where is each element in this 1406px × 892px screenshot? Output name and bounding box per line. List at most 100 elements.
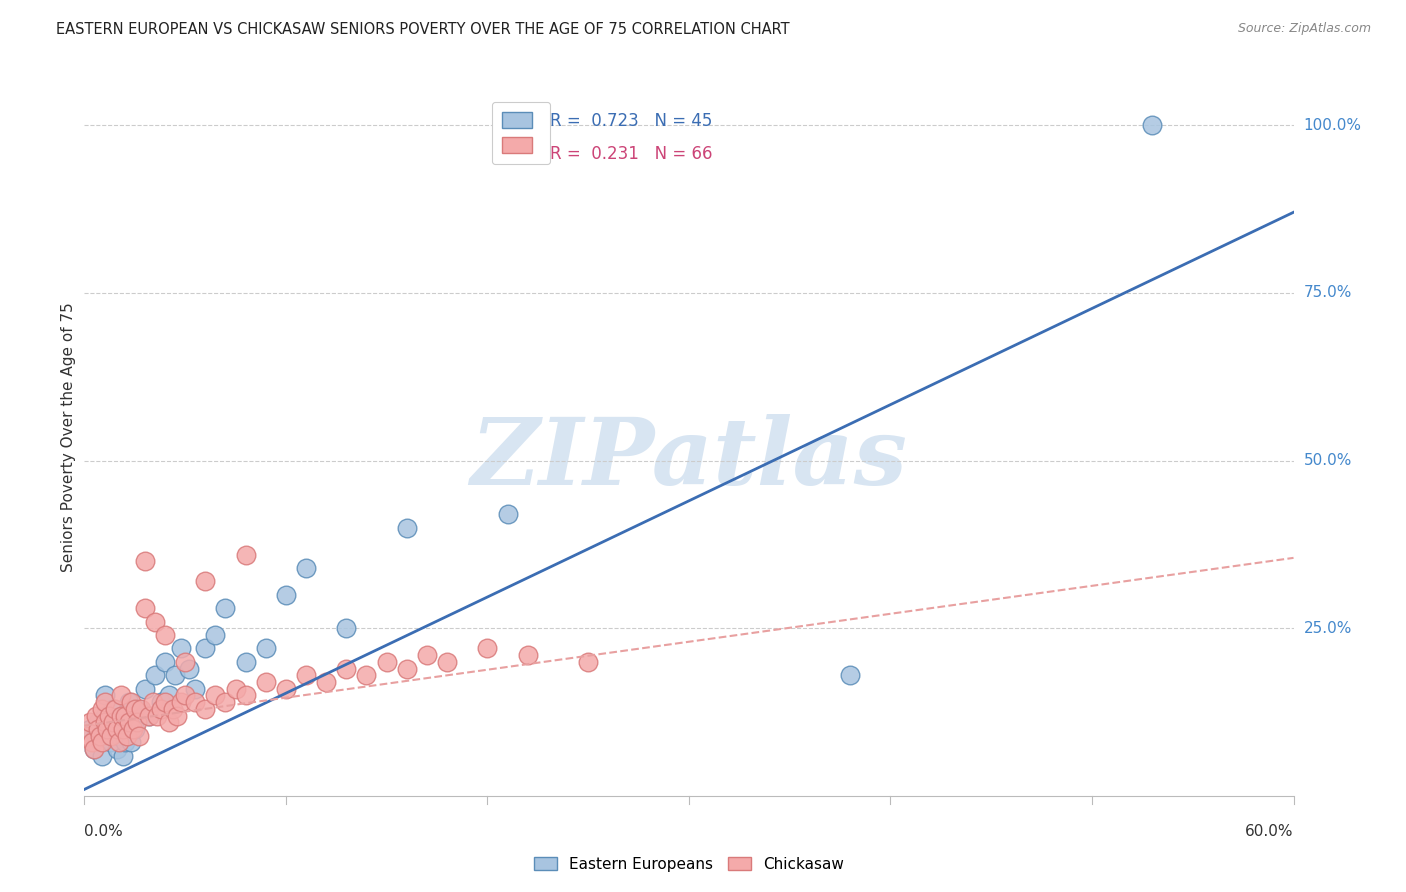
Point	[114, 708, 136, 723]
Legend: Eastern Europeans, Chickasaw: Eastern Europeans, Chickasaw	[527, 851, 851, 878]
Point	[335, 621, 357, 635]
Point	[839, 668, 862, 682]
Point	[170, 695, 193, 709]
Point	[111, 722, 134, 736]
Point	[107, 729, 129, 743]
Point	[274, 588, 297, 602]
Point	[214, 601, 236, 615]
Point	[79, 722, 101, 736]
Point	[120, 695, 142, 709]
Point	[335, 662, 357, 676]
Point	[83, 742, 105, 756]
Point	[91, 748, 114, 763]
Point	[214, 695, 236, 709]
Point	[184, 681, 207, 696]
Point	[235, 655, 257, 669]
Point	[104, 702, 127, 716]
Point	[107, 735, 129, 749]
Point	[124, 722, 146, 736]
Point	[204, 689, 226, 703]
Point	[134, 681, 156, 696]
Text: R =  0.723   N = 45: R = 0.723 N = 45	[550, 112, 713, 129]
Point	[225, 681, 247, 696]
Point	[93, 689, 115, 703]
Point	[146, 708, 169, 723]
Point	[111, 748, 134, 763]
Point	[194, 574, 217, 589]
Point	[174, 655, 197, 669]
Point	[101, 702, 124, 716]
Point	[134, 554, 156, 568]
Point	[110, 708, 132, 723]
Point	[153, 695, 176, 709]
Point	[477, 641, 499, 656]
Point	[89, 735, 111, 749]
Point	[134, 601, 156, 615]
Y-axis label: Seniors Poverty Over the Age of 75: Seniors Poverty Over the Age of 75	[60, 302, 76, 572]
Point	[86, 708, 108, 723]
Point	[174, 689, 197, 703]
Point	[114, 735, 136, 749]
Point	[395, 662, 418, 676]
Point	[96, 729, 118, 743]
Point	[100, 735, 122, 749]
Point	[149, 695, 172, 709]
Point	[105, 722, 128, 736]
Point	[128, 702, 150, 716]
Point	[97, 708, 120, 723]
Point	[254, 641, 277, 656]
Point	[235, 548, 257, 562]
Point	[93, 708, 115, 723]
Point	[118, 715, 141, 730]
Point	[96, 722, 118, 736]
Point	[496, 508, 519, 522]
Point	[101, 715, 124, 730]
Point	[93, 715, 115, 730]
Point	[375, 655, 398, 669]
Point	[89, 729, 111, 743]
Text: EASTERN EUROPEAN VS CHICKASAW SENIORS POVERTY OVER THE AGE OF 75 CORRELATION CHA: EASTERN EUROPEAN VS CHICKASAW SENIORS PO…	[56, 22, 790, 37]
Point	[179, 662, 201, 676]
Point	[93, 695, 115, 709]
Point	[166, 708, 188, 723]
Point	[194, 641, 217, 656]
Point	[86, 729, 108, 743]
Text: R =  0.231   N = 66: R = 0.231 N = 66	[550, 145, 713, 162]
Point	[97, 715, 120, 730]
Point	[83, 742, 105, 756]
Point	[118, 695, 141, 709]
Point	[121, 722, 143, 736]
Point	[436, 655, 458, 669]
Text: Source: ZipAtlas.com: Source: ZipAtlas.com	[1237, 22, 1371, 36]
Point	[516, 648, 538, 662]
Text: 25.0%: 25.0%	[1303, 621, 1353, 636]
Text: 0.0%: 0.0%	[84, 824, 124, 839]
Point	[120, 735, 142, 749]
Point	[138, 708, 160, 723]
Point	[87, 715, 110, 730]
Point	[143, 615, 166, 629]
Point	[235, 689, 257, 703]
Point	[295, 668, 318, 682]
Point	[153, 655, 176, 669]
Point	[1142, 118, 1164, 132]
Text: ZIPatlas: ZIPatlas	[471, 414, 907, 504]
Point	[91, 735, 114, 749]
Point	[165, 668, 187, 682]
Point	[104, 722, 127, 736]
Point	[153, 628, 176, 642]
Point	[162, 702, 184, 716]
Point	[124, 702, 146, 716]
Point	[204, 628, 226, 642]
Point	[100, 729, 122, 743]
Point	[110, 689, 132, 703]
Point	[82, 735, 104, 749]
Point	[157, 689, 180, 703]
Point	[356, 668, 378, 682]
Point	[129, 702, 152, 716]
Point	[170, 641, 193, 656]
Point	[125, 715, 148, 730]
Text: 50.0%: 50.0%	[1303, 453, 1353, 468]
Point	[79, 715, 101, 730]
Point	[576, 655, 599, 669]
